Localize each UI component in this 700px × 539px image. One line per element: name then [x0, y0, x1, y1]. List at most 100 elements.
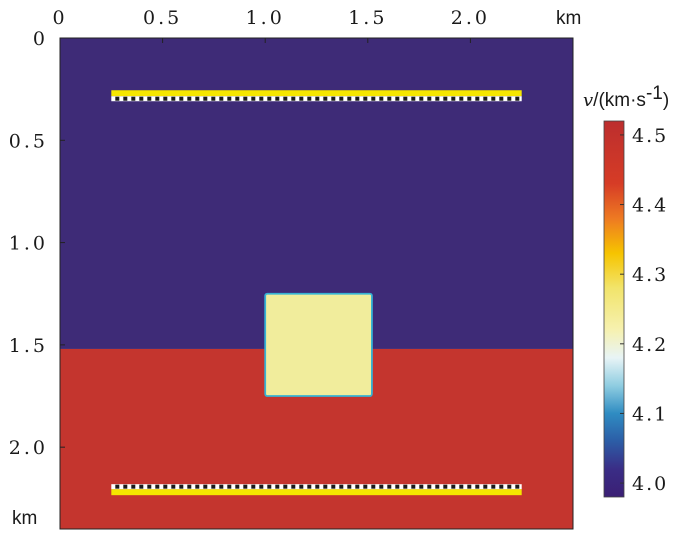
y-tick-label: 1.0 — [9, 233, 48, 255]
colorbar-title-exp: -1 — [646, 83, 663, 104]
marker-gap — [459, 96, 464, 101]
marker-gap — [411, 96, 416, 101]
marker-gap — [115, 96, 120, 101]
marker-gap — [179, 484, 184, 489]
marker-gap — [515, 96, 520, 101]
marker-gap — [419, 484, 424, 489]
marker-gap — [195, 484, 200, 489]
marker-gap — [363, 484, 368, 489]
marker-gap — [339, 484, 344, 489]
y-tick-label: 2.0 — [9, 437, 48, 459]
x-axis-unit-label: km — [556, 8, 581, 29]
marker-gap — [203, 484, 208, 489]
marker-gap — [395, 96, 400, 101]
marker-gap — [475, 484, 480, 489]
marker-gap — [339, 96, 344, 101]
colorbar-tick-label: 4.1 — [632, 403, 668, 425]
top-line — [111, 90, 522, 102]
marker-gap — [227, 96, 232, 101]
marker-gap — [363, 96, 368, 101]
marker-gap — [299, 484, 304, 489]
marker-gap — [387, 96, 392, 101]
marker-gap — [435, 484, 440, 489]
marker-gap — [291, 96, 296, 101]
y-axis-unit-label: km — [12, 508, 37, 529]
marker-gap — [491, 96, 496, 101]
marker-gap — [499, 96, 504, 101]
marker-gap — [331, 484, 336, 489]
marker-gap — [259, 484, 264, 489]
bottom-line — [111, 484, 522, 496]
marker-gap — [435, 96, 440, 101]
x-tick-label: 1.0 — [246, 7, 285, 29]
y-tick-label: 1.5 — [9, 335, 48, 357]
marker-gap — [403, 96, 408, 101]
marker-gap — [227, 484, 232, 489]
marker-gap — [211, 96, 216, 101]
colorbar-tick-label: 4.5 — [632, 125, 668, 147]
marker-gap — [275, 484, 280, 489]
x-tick-label: 0.5 — [143, 7, 182, 29]
marker-gap — [379, 96, 384, 101]
marker-gap — [243, 484, 248, 489]
marker-gap — [147, 484, 152, 489]
axes: 0 0.5 1.0 1.5 2.0 0 0.5 1.0 1.5 2.0 km km — [9, 7, 581, 530]
marker-gap — [275, 96, 280, 101]
x-ticks: 0 0.5 1.0 1.5 2.0 — [52, 7, 490, 43]
marker-gap — [307, 484, 312, 489]
marker-gap — [115, 484, 120, 489]
x-tick-label: 0 — [52, 7, 67, 29]
marker-gap — [403, 484, 408, 489]
marker-gap — [507, 484, 512, 489]
y-tick-label: 0 — [33, 28, 48, 50]
colorbar-title: v/(km·s-1) — [583, 83, 669, 111]
marker-gap — [451, 96, 456, 101]
marker-gap — [243, 96, 248, 101]
colorbar-tick-label: 4.4 — [632, 195, 668, 217]
marker-gap — [267, 96, 272, 101]
marker-gap — [147, 96, 152, 101]
marker-gap — [427, 484, 432, 489]
marker-gap — [411, 484, 416, 489]
marker-gap — [371, 96, 376, 101]
y-tick-label: 0.5 — [9, 130, 48, 152]
top-line-bar — [111, 90, 522, 97]
marker-gap — [131, 484, 136, 489]
marker-gap — [283, 96, 288, 101]
plot-area — [60, 38, 573, 529]
marker-gap — [251, 96, 256, 101]
marker-gap — [163, 96, 168, 101]
marker-gap — [443, 484, 448, 489]
x-tick-label: 1.5 — [348, 7, 387, 29]
colorbar-tick-label: 4.2 — [632, 334, 668, 356]
x-tick-label: 2.0 — [451, 7, 490, 29]
marker-gap — [491, 484, 496, 489]
marker-gap — [163, 484, 168, 489]
marker-gap — [259, 96, 264, 101]
marker-gap — [235, 484, 240, 489]
marker-gap — [499, 484, 504, 489]
bottom-line-markers — [115, 484, 520, 489]
square-anomaly — [264, 292, 373, 397]
marker-gap — [307, 96, 312, 101]
marker-gap — [131, 96, 136, 101]
marker-gap — [443, 96, 448, 101]
colorbar-title-var: v — [583, 90, 593, 111]
colorbar-title-unit: /(km·s — [593, 90, 646, 111]
marker-gap — [195, 96, 200, 101]
marker-gap — [515, 484, 520, 489]
marker-gap — [331, 96, 336, 101]
marker-gap — [123, 484, 128, 489]
marker-gap — [371, 484, 376, 489]
marker-gap — [355, 96, 360, 101]
marker-gap — [355, 484, 360, 489]
bottom-line-bar — [111, 489, 522, 496]
marker-gap — [483, 484, 488, 489]
marker-gap — [219, 96, 224, 101]
marker-gap — [155, 484, 160, 489]
marker-gap — [187, 96, 192, 101]
marker-gap — [211, 484, 216, 489]
marker-gap — [315, 484, 320, 489]
marker-gap — [387, 484, 392, 489]
marker-gap — [419, 96, 424, 101]
